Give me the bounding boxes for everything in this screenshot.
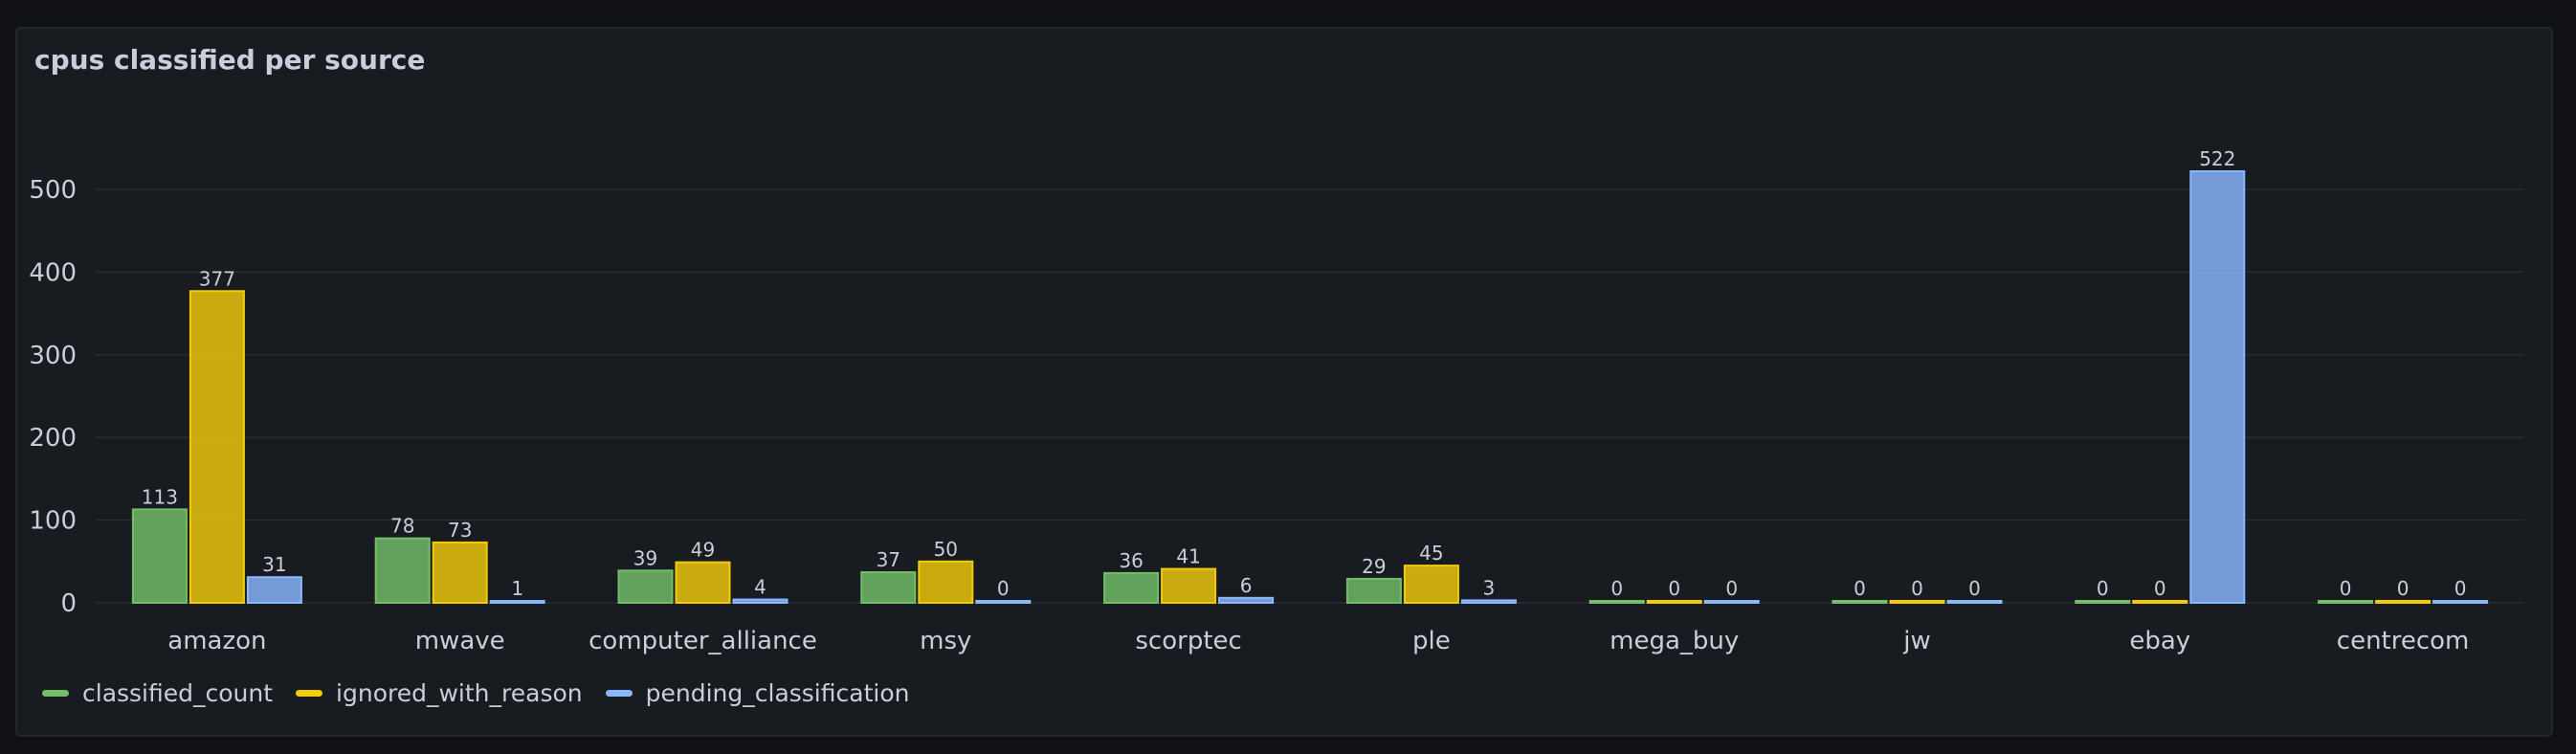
bar-ignored-with-reason bbox=[2375, 600, 2432, 604]
y-tick-label: 400 bbox=[29, 258, 77, 287]
data-label: 39 bbox=[633, 546, 657, 569]
x-tick-label: amazon bbox=[167, 627, 266, 655]
data-label: 3 bbox=[1483, 576, 1496, 599]
legend-item-classified-count[interactable]: classified_count bbox=[42, 679, 273, 707]
bar-ignored-with-reason bbox=[675, 561, 731, 604]
x-tick-label: ebay bbox=[2129, 627, 2190, 655]
bar-ignored-with-reason bbox=[1646, 600, 1702, 604]
x-tick-label: ple bbox=[1412, 627, 1451, 655]
legend: classified_count ignored_with_reason pen… bbox=[42, 679, 909, 707]
bar-pending-classification bbox=[975, 600, 1032, 604]
data-label: 1 bbox=[511, 577, 523, 600]
data-label: 0 bbox=[1725, 577, 1738, 600]
data-label: 0 bbox=[2340, 577, 2352, 600]
bar-pending-classification bbox=[732, 598, 788, 605]
data-label: 37 bbox=[877, 548, 900, 571]
data-label: 4 bbox=[754, 576, 766, 599]
chart-panel: cpus classified per source 0 100 200 300 400… bbox=[15, 27, 2553, 737]
bar-pending-classification bbox=[1946, 600, 2003, 604]
legend-swatch-classified-count bbox=[42, 690, 69, 697]
bar-ignored-with-reason bbox=[918, 560, 974, 604]
y-tick-label: 300 bbox=[29, 342, 77, 370]
data-label: 73 bbox=[448, 519, 472, 542]
data-label: 0 bbox=[2097, 577, 2109, 600]
data-label: 31 bbox=[262, 553, 286, 576]
data-label: 78 bbox=[390, 515, 414, 538]
legend-label: pending_classification bbox=[645, 679, 910, 707]
y-tick-label: 0 bbox=[60, 589, 77, 618]
data-label: 29 bbox=[1362, 555, 1386, 578]
data-label: 0 bbox=[1968, 577, 1981, 600]
y-tick-label: 200 bbox=[29, 424, 77, 453]
bar-classified-count bbox=[1832, 600, 1888, 604]
bar-pending-classification bbox=[2189, 169, 2246, 604]
data-label: 0 bbox=[1668, 577, 1680, 600]
data-label: 522 bbox=[2199, 147, 2235, 170]
bar-classified-count bbox=[131, 508, 188, 605]
data-label: 49 bbox=[691, 539, 715, 562]
x-tick-label: jw bbox=[1902, 627, 1931, 655]
data-label: 0 bbox=[1911, 577, 1923, 600]
data-label: 36 bbox=[1119, 549, 1143, 572]
bar-ignored-with-reason bbox=[1889, 600, 1945, 604]
bar-pending-classification bbox=[2432, 600, 2489, 604]
bar-classified-count bbox=[860, 571, 917, 604]
y-tick-label: 100 bbox=[29, 507, 77, 536]
legend-label: ignored_with_reason bbox=[336, 679, 583, 707]
legend-item-pending-classification[interactable]: pending_classification bbox=[605, 679, 910, 707]
data-label: 41 bbox=[1176, 545, 1200, 568]
bar-classified-count bbox=[374, 537, 431, 604]
bar-ignored-with-reason bbox=[1161, 567, 1217, 604]
legend-label: classified_count bbox=[82, 679, 274, 707]
bar-classified-count bbox=[2075, 600, 2131, 604]
data-label: 0 bbox=[2154, 577, 2166, 600]
bar-classified-count bbox=[617, 569, 674, 605]
data-label: 6 bbox=[1240, 574, 1253, 597]
bar-pending-classification bbox=[1460, 599, 1517, 605]
legend-item-ignored-with-reason[interactable]: ignored_with_reason bbox=[296, 679, 583, 707]
data-label: 0 bbox=[1610, 577, 1623, 600]
legend-swatch-pending-classification bbox=[605, 690, 633, 697]
x-tick-label: centrecom bbox=[2337, 627, 2470, 655]
bar-classified-count bbox=[1345, 577, 1402, 604]
data-label: 377 bbox=[199, 267, 235, 290]
panel-title: cpus classified per source bbox=[34, 44, 426, 76]
y-tick-label: 500 bbox=[29, 176, 77, 205]
bar-pending-classification bbox=[489, 600, 545, 604]
data-label: 0 bbox=[2397, 577, 2409, 600]
x-tick-label: scorptec bbox=[1135, 627, 1241, 655]
x-tick-label: computer_alliance bbox=[588, 627, 817, 655]
bar-pending-classification bbox=[246, 576, 302, 605]
bar-ignored-with-reason bbox=[1403, 565, 1459, 604]
data-label: 50 bbox=[934, 538, 958, 561]
data-label: 0 bbox=[2454, 577, 2467, 600]
data-label: 0 bbox=[1854, 577, 1866, 600]
bar-classified-count bbox=[1103, 571, 1160, 604]
data-label: 45 bbox=[1419, 542, 1443, 565]
bar-ignored-with-reason bbox=[432, 541, 488, 604]
bar-pending-classification bbox=[1703, 600, 1760, 604]
bar-pending-classification bbox=[1218, 596, 1275, 604]
data-label: 0 bbox=[997, 577, 1010, 600]
x-tick-label: mega_buy bbox=[1610, 627, 1739, 655]
legend-swatch-ignored-with-reason bbox=[296, 690, 323, 697]
bar-ignored-with-reason bbox=[2132, 600, 2188, 604]
bar-classified-count bbox=[1588, 600, 1645, 604]
bar-ignored-with-reason bbox=[189, 290, 245, 604]
data-label: 113 bbox=[142, 485, 178, 508]
bar-classified-count bbox=[2318, 600, 2374, 604]
x-tick-label: msy bbox=[920, 627, 971, 655]
x-tick-label: mwave bbox=[415, 627, 505, 655]
